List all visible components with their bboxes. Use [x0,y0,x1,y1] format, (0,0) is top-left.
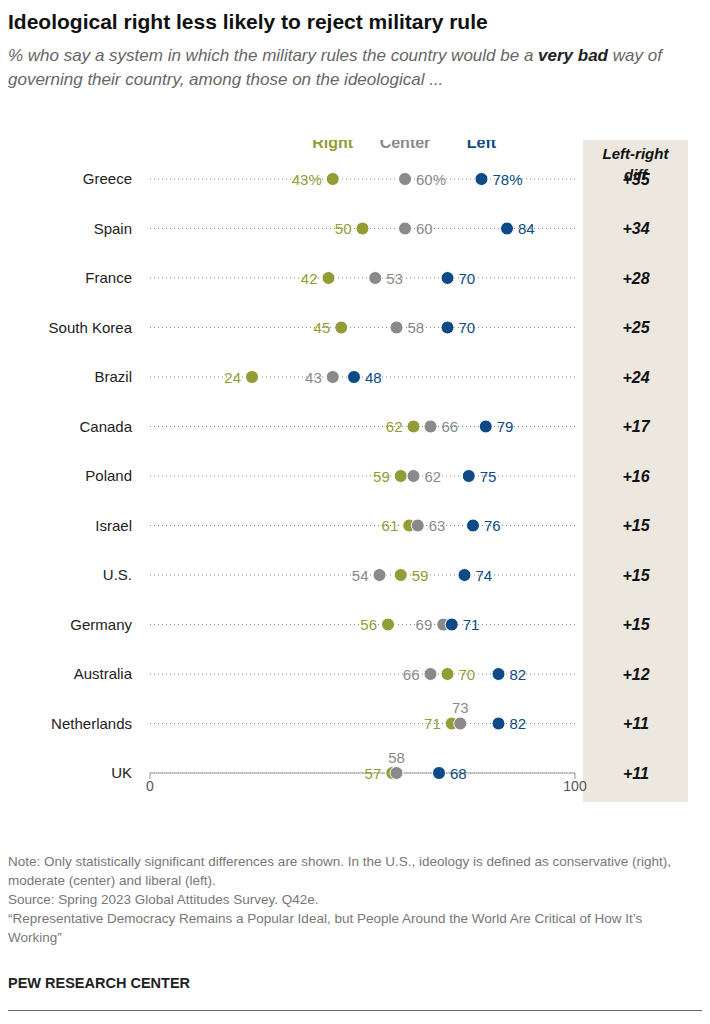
svg-text:66: 66 [442,418,459,435]
svg-text:74: 74 [476,567,493,584]
svg-text:62: 62 [386,418,403,435]
svg-text:+34: +34 [622,220,649,237]
svg-text:Netherlands: Netherlands [51,715,132,732]
svg-text:+28: +28 [622,270,649,287]
svg-text:76: 76 [484,517,501,534]
svg-text:24: 24 [224,369,241,386]
svg-text:UK: UK [111,764,132,781]
svg-text:79: 79 [497,418,514,435]
svg-text:69: 69 [416,616,433,633]
svg-text:Right: Right [312,140,354,151]
svg-text:71: 71 [424,715,441,732]
svg-text:48: 48 [365,369,382,386]
svg-text:56: 56 [360,616,377,633]
svg-text:Israel: Israel [95,517,132,534]
svg-text:42: 42 [301,270,318,287]
svg-text:63: 63 [429,517,446,534]
svg-text:43%: 43% [292,171,322,188]
svg-text:70: 70 [459,666,476,683]
svg-text:70: 70 [459,319,476,336]
svg-text:Poland: Poland [85,467,132,484]
svg-text:62: 62 [425,468,442,485]
svg-text:+15: +15 [622,567,650,584]
svg-text:South Korea: South Korea [49,319,133,336]
svg-text:+11: +11 [623,715,649,732]
svg-text:+17: +17 [622,418,650,435]
svg-text:U.S.: U.S. [103,566,132,583]
svg-text:+25: +25 [622,319,650,336]
svg-text:+11: +11 [623,765,649,782]
svg-text:84: 84 [518,220,535,237]
svg-text:Left: Left [467,140,497,151]
svg-text:100: 100 [563,778,587,794]
svg-text:France: France [85,269,132,286]
svg-text:60%: 60% [416,171,446,188]
svg-text:59: 59 [412,567,429,584]
svg-text:43: 43 [305,369,322,386]
svg-text:68: 68 [450,765,467,782]
svg-text:53: 53 [386,270,403,287]
svg-text:73: 73 [452,699,469,716]
svg-text:45: 45 [314,319,331,336]
svg-text:60: 60 [416,220,433,237]
svg-text:Germany: Germany [70,616,132,633]
svg-text:61: 61 [382,517,399,534]
svg-text:Greece: Greece [83,170,132,187]
svg-text:+24: +24 [622,369,649,386]
svg-text:82: 82 [510,666,527,683]
svg-text:+35: +35 [622,171,650,188]
svg-text:+16: +16 [622,468,649,485]
svg-text:70: 70 [459,270,476,287]
svg-text:+12: +12 [622,666,649,683]
svg-text:Brazil: Brazil [94,368,132,385]
svg-text:+15: +15 [622,616,650,633]
svg-text:78%: 78% [493,171,523,188]
svg-text:58: 58 [388,749,405,766]
svg-text:71: 71 [463,616,480,633]
svg-text:82: 82 [510,715,527,732]
svg-text:+15: +15 [622,517,650,534]
svg-text:58: 58 [408,319,425,336]
svg-text:Center: Center [380,140,431,151]
svg-text:66: 66 [403,666,420,683]
svg-text:Spain: Spain [94,220,132,237]
svg-text:59: 59 [373,468,390,485]
svg-text:75: 75 [480,468,497,485]
svg-text:Canada: Canada [79,418,132,435]
svg-text:0: 0 [146,778,154,794]
svg-text:50: 50 [335,220,352,237]
svg-text:Australia: Australia [74,665,133,682]
svg-text:57: 57 [365,765,382,782]
svg-text:54: 54 [352,567,369,584]
